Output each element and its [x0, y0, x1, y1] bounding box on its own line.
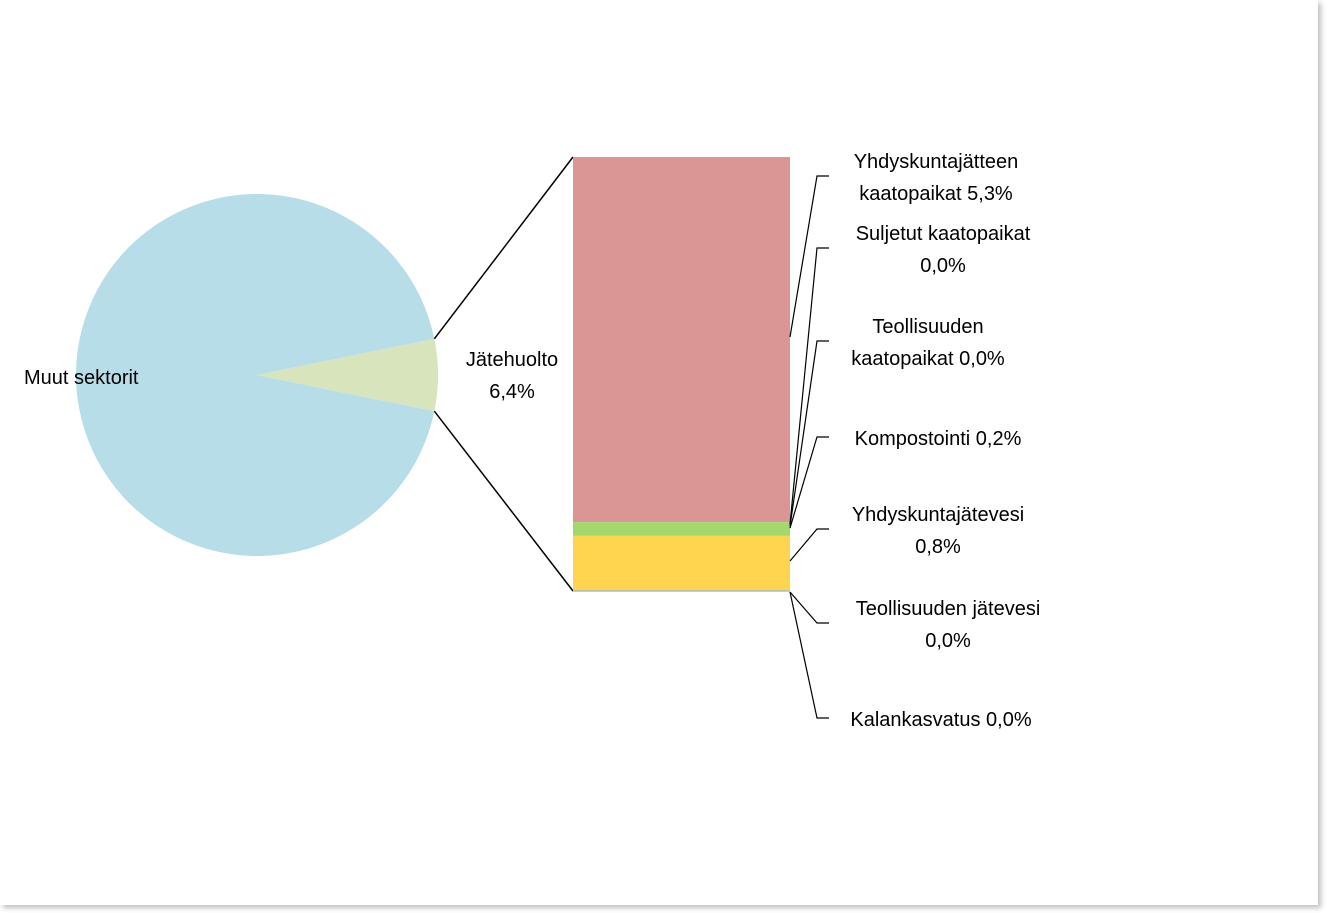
- leader-line-teollisuuden-kaatopaikat: [789, 340, 829, 527]
- pie-label-muut-sektorit: Muut sektorit: [24, 367, 139, 389]
- pie-to-bar-connectors: [433, 156, 574, 592]
- pie: [75, 194, 438, 556]
- bar-label-yhdyskuntajatteen-kaatopaikat: Yhdyskuntajätteen kaatopaikat 5,3%: [854, 151, 1019, 205]
- connector-line-bottom: [433, 410, 574, 592]
- stacked-bar: [573, 157, 790, 592]
- connector-line-top: [433, 156, 574, 340]
- leader-line-kalankasvatus: [789, 591, 829, 719]
- pie-slice-muut-sektorit: [75, 194, 435, 556]
- bar-label-suljetut-kaatopaikat: Suljetut kaatopaikat 0,0%: [856, 223, 1031, 277]
- leader-line-yhdyskuntajatteen-kaatopaikat: [789, 175, 829, 338]
- leader-lines: [789, 175, 829, 719]
- bar-label-kompostointi: Kompostointi 0,2%: [855, 428, 1022, 450]
- bar-segment-kompostointi: [573, 522, 790, 536]
- leader-line-yhdyskuntajatevesi: [789, 528, 829, 562]
- pie-label-jatehuolto: Jätehuolto 6,4%: [466, 349, 558, 403]
- bar-label-teollisuuden-kaatopaikat: Teollisuuden kaatopaikat 0,0%: [851, 316, 1005, 370]
- bar-label-yhdyskuntajatevesi: Yhdyskuntajätevesi 0,8%: [852, 504, 1024, 558]
- pie-slice-jatehuolto: [257, 338, 438, 412]
- bar-label-kalankasvatus: Kalankasvatus 0,0%: [850, 709, 1031, 731]
- bar-segment-yhdyskuntajatevesi: [573, 535, 790, 591]
- leader-line-teollisuuden-jatevesi: [789, 591, 829, 624]
- data-labels: Muut sektorit Jätehuolto 6,4% Yhdyskuntajät…: [24, 151, 1040, 731]
- leader-line-kompostointi: [789, 436, 829, 529]
- bar-segment-yhdyskuntajatteen-kaatopaikat: [573, 157, 790, 523]
- bar-label-teollisuuden-jatevesi: Teollisuuden jätevesi 0,0%: [856, 598, 1041, 652]
- leader-line-suljetut-kaatopaikat: [789, 247, 829, 525]
